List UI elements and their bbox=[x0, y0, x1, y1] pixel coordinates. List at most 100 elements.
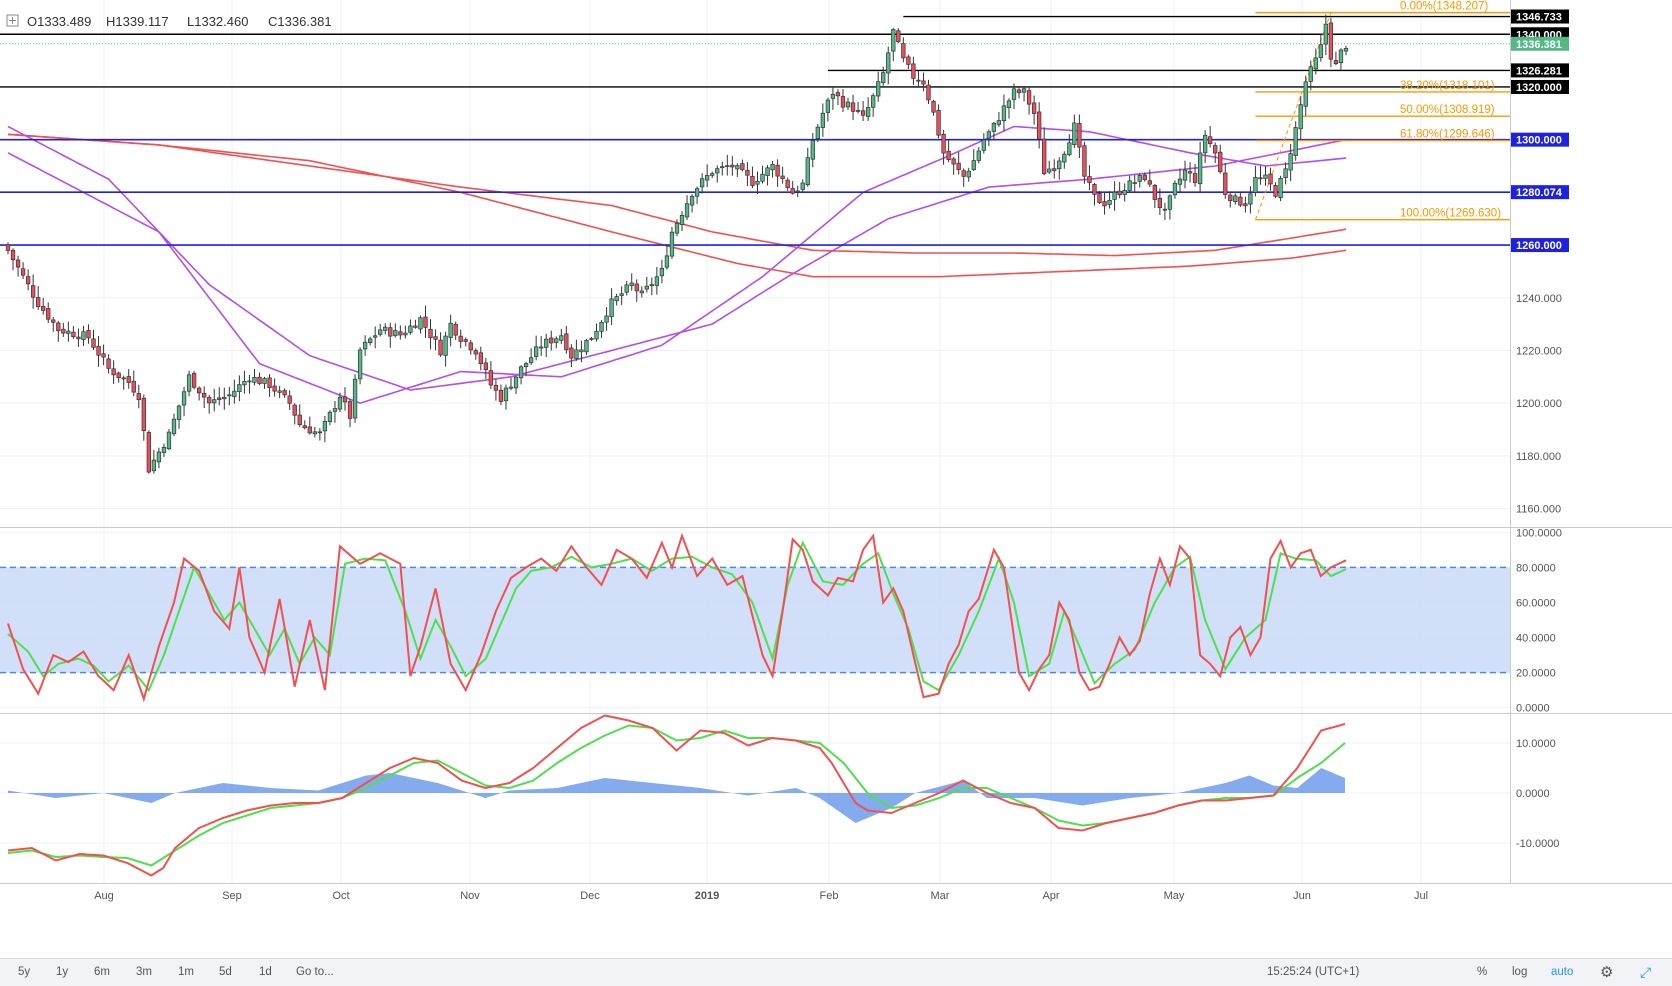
candle-body bbox=[554, 338, 559, 343]
candle bbox=[383, 323, 388, 335]
fib-level-label: 50.00%(1308.919) bbox=[1400, 104, 1495, 116]
clock-timezone[interactable]: 15:25:24 (UTC+1) bbox=[1267, 966, 1360, 978]
candle bbox=[896, 28, 901, 44]
candle-body bbox=[518, 366, 524, 379]
candle bbox=[549, 330, 554, 351]
candle-body bbox=[101, 353, 106, 358]
candle bbox=[830, 86, 836, 110]
gear-icon[interactable]: ⚙ bbox=[1600, 964, 1614, 981]
candle bbox=[443, 331, 448, 367]
candle bbox=[428, 319, 433, 350]
candle bbox=[51, 316, 56, 332]
candle bbox=[408, 319, 413, 335]
candle-body bbox=[1208, 136, 1213, 144]
candle-body bbox=[1167, 195, 1173, 210]
candle-body bbox=[513, 376, 519, 389]
candle bbox=[478, 346, 483, 371]
candle-body bbox=[951, 158, 956, 165]
candle bbox=[196, 386, 202, 401]
fullscreen-icon[interactable]: ⤢ bbox=[1640, 964, 1652, 980]
candle-body bbox=[760, 173, 765, 182]
candle bbox=[56, 320, 61, 342]
candle-body bbox=[931, 101, 936, 113]
price-tag: 1320.000 bbox=[1511, 79, 1569, 94]
y-tick-label: 80.0000 bbox=[1516, 562, 1556, 574]
candle bbox=[1308, 60, 1313, 91]
goto-date-button[interactable]: Go to... bbox=[296, 966, 334, 978]
candle-body bbox=[986, 131, 991, 139]
candle-body bbox=[684, 203, 690, 218]
candle-body bbox=[790, 188, 795, 194]
candle-body bbox=[1182, 169, 1188, 181]
candle bbox=[1097, 190, 1102, 205]
candle-body bbox=[1082, 145, 1087, 177]
candle bbox=[418, 315, 423, 334]
candle bbox=[976, 147, 981, 164]
candle bbox=[61, 322, 66, 337]
candle bbox=[765, 165, 770, 186]
ohlc-high: H1339.117 bbox=[106, 14, 169, 29]
candle-body bbox=[423, 316, 428, 328]
log-toggle[interactable]: log bbox=[1512, 966, 1528, 978]
candle bbox=[891, 27, 896, 62]
candle bbox=[745, 162, 750, 187]
candle-body bbox=[780, 175, 785, 180]
range-1m-button[interactable]: 1m bbox=[178, 966, 194, 978]
candle bbox=[624, 281, 629, 296]
candle-body bbox=[252, 376, 257, 383]
candle-body bbox=[901, 43, 906, 59]
candle bbox=[649, 277, 654, 296]
candle bbox=[654, 266, 660, 295]
candle-body bbox=[544, 338, 549, 348]
candle-body bbox=[991, 123, 997, 132]
candle-body bbox=[166, 431, 172, 450]
candle-body bbox=[1223, 172, 1228, 195]
candle-body bbox=[141, 397, 146, 432]
candle-body bbox=[1343, 47, 1349, 52]
candle-body bbox=[981, 139, 986, 151]
candle-body bbox=[1213, 145, 1218, 154]
candle-body bbox=[1197, 152, 1203, 185]
auto-toggle[interactable]: auto bbox=[1551, 966, 1574, 978]
candle bbox=[634, 279, 639, 302]
candle bbox=[81, 325, 86, 347]
price-tag-box bbox=[1511, 238, 1569, 253]
candle bbox=[357, 347, 363, 385]
candle-body bbox=[881, 72, 886, 84]
candle-body bbox=[322, 420, 328, 432]
range-5y-button[interactable]: 5y bbox=[18, 966, 31, 978]
candle bbox=[86, 324, 91, 344]
trading-chart[interactable]: 0.00%(1348.207) 38.20%(1318.101) 50.00%(13… bbox=[0, 0, 1672, 958]
candle-body bbox=[674, 222, 680, 234]
candle-body bbox=[699, 178, 705, 188]
candle bbox=[458, 329, 463, 349]
range-1d-button[interactable]: 1d bbox=[259, 966, 272, 978]
candle bbox=[684, 195, 690, 221]
candle-body bbox=[971, 160, 976, 170]
candle bbox=[1036, 102, 1042, 149]
percent-toggle[interactable]: % bbox=[1477, 966, 1488, 978]
price-tag-label: 1280.074 bbox=[1516, 187, 1563, 199]
candle bbox=[25, 269, 31, 291]
candle bbox=[453, 321, 458, 340]
candle-body bbox=[956, 162, 961, 170]
candle-body bbox=[1298, 104, 1303, 130]
candle-body bbox=[1323, 23, 1329, 45]
candle-body bbox=[217, 397, 222, 400]
candle-body bbox=[579, 349, 584, 353]
candle bbox=[207, 394, 212, 414]
macd-line bbox=[7, 714, 1346, 877]
range-1y-button[interactable]: 1y bbox=[56, 966, 69, 978]
candle-body bbox=[413, 325, 418, 328]
candle-body bbox=[508, 386, 514, 389]
candle-body bbox=[1293, 127, 1298, 156]
candle bbox=[302, 420, 307, 430]
candle bbox=[1313, 48, 1318, 75]
range-3m-button[interactable]: 3m bbox=[136, 966, 152, 978]
candle bbox=[10, 248, 16, 271]
x-tick-label: Nov bbox=[460, 890, 480, 902]
candle bbox=[1001, 94, 1007, 132]
range-6m-button[interactable]: 6m bbox=[94, 966, 110, 978]
candle bbox=[252, 368, 257, 386]
range-5d-button[interactable]: 5d bbox=[219, 966, 232, 978]
